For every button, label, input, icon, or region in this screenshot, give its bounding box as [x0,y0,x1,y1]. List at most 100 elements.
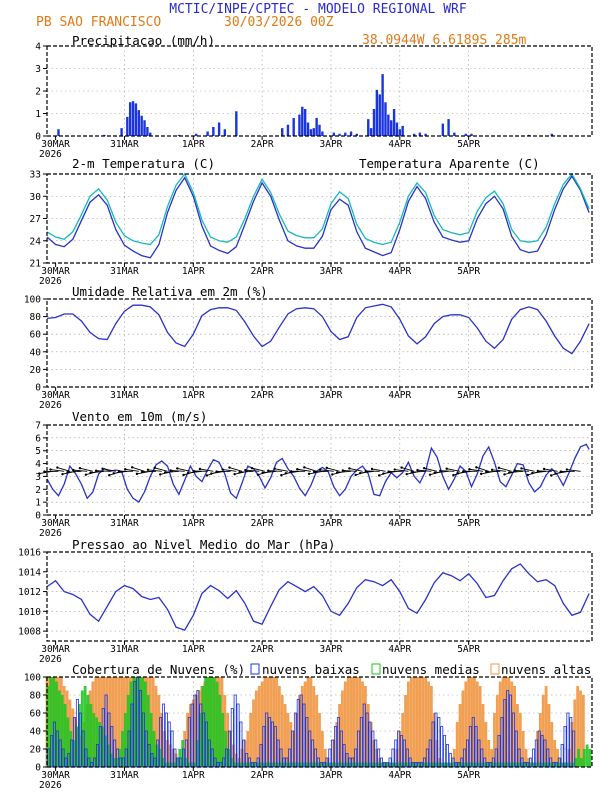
press-series-1 [46,563,590,631]
cloud-bar-mid [574,758,578,767]
wind-vector [165,470,179,473]
cloud-bar-high [283,704,287,767]
cloud-bar-mid [83,686,87,767]
precip-bar [303,109,307,136]
cloud-bar-low [302,703,306,768]
wind-vector-head [354,473,357,477]
cloud-bar-high [320,731,324,767]
wind-vector [424,467,438,472]
wind-vector [57,467,71,472]
precip-bar [223,129,227,136]
x-tick-label: 2APR [251,139,274,150]
cloud-bar-mid [585,744,589,767]
precip-bar [137,110,140,136]
wind-vector [486,470,501,473]
wind-vector [514,469,529,472]
cloud-bar-low [236,703,240,768]
cloud-bar-high [427,681,430,767]
precip-bar [177,134,181,136]
humidity-title: Umidade Relativa em 2m (%) [72,284,268,299]
y-tick-label: 20 [30,745,42,756]
precip-bar [375,89,379,136]
cloud-bar-high [318,713,321,767]
wind-vector-head [536,469,540,473]
cloud-title: Cobertura de Nuvens (%) [72,662,245,677]
precip-bar [384,102,387,136]
precip-bar [390,120,393,136]
cloud-bar-low [61,748,65,768]
wind-vector [521,467,535,472]
wind-vector-head [462,470,465,473]
precip-bar [344,132,347,136]
cloud-bar-high [100,677,103,767]
wind-vector-head [400,466,403,469]
cloud-bar-high [157,695,161,767]
cloud-bar-low [164,712,168,768]
cloud-bar-high [349,677,353,767]
wind-vector-head [508,471,511,474]
cloud-bar-high [343,681,347,767]
precip-bar [286,124,290,136]
cloud-bar-low [313,748,317,768]
cloud-bar-low [511,712,515,768]
wind-vector-head [410,470,413,474]
x-tick-label: 31MAR [110,139,139,150]
wind-vector [274,468,289,472]
precip-bar [355,133,358,136]
wind-vector-head [238,470,241,474]
cloud-bar-high [346,677,350,767]
legend-high-clouds-swatch [490,663,500,675]
cloud-bar-high [315,695,319,767]
header-title: MCTIC/INPE/CPTEC - MODELO REGIONAL WRF [169,2,467,17]
cloud-bar-low [566,712,570,768]
precip-bar [401,125,404,136]
y-tick-label: 6 [35,433,41,444]
panel-frame [46,424,593,516]
wind-vector-head [513,469,517,472]
cloud-bar-low [494,748,498,768]
wind-vector-head [38,472,41,475]
precip-bar [447,119,450,136]
cloud-bar-mid [95,717,99,767]
wind-vector-head [215,470,218,473]
cloud-bar-low [285,757,289,768]
wind-vector [394,469,409,472]
cloud-bar-mid [86,695,90,767]
precip-bar [306,122,310,136]
wind-vector [102,468,116,472]
x-tick-label: 1APR [182,518,205,529]
wind-vector-head [393,468,396,471]
cloud-bar-low [357,730,361,768]
cloud-bar-low [308,730,312,768]
wind-vector [251,467,266,472]
cloud-bar-high [404,695,407,767]
wind-vector [239,470,254,473]
cloud-bar-high [254,690,258,767]
wind-vector-head [72,468,75,472]
precip-bar [412,133,416,136]
cloud-bar-mid [582,749,586,767]
wind-vector-head [61,472,64,476]
cloud-bar-high [117,677,121,767]
wind-vector-head [405,472,408,476]
y-tick-label: 0 [35,763,41,774]
cloud-bar-low [563,726,567,768]
y-tick-label: 1014 [18,567,41,578]
wind-vector-head [370,467,374,471]
wind-vector-head [387,470,390,473]
cloud-bar-mid [92,713,96,767]
wind-vector-head [256,473,260,476]
cloud-bar-low [445,744,449,768]
wind-vector-head [244,468,247,472]
cloud-bar-low [385,762,389,768]
wind-vector-head [205,474,209,477]
wind-vector-head [335,471,339,474]
wind-vector [544,468,558,472]
wind-vector-head [140,470,144,474]
x-tick-label: 1APR [182,390,205,401]
precip-bar [398,129,402,136]
wind-vector [79,467,94,472]
wind-vector-head [198,467,202,471]
x-tick-label: 31MAR [110,644,139,655]
wind-vector [96,470,111,472]
